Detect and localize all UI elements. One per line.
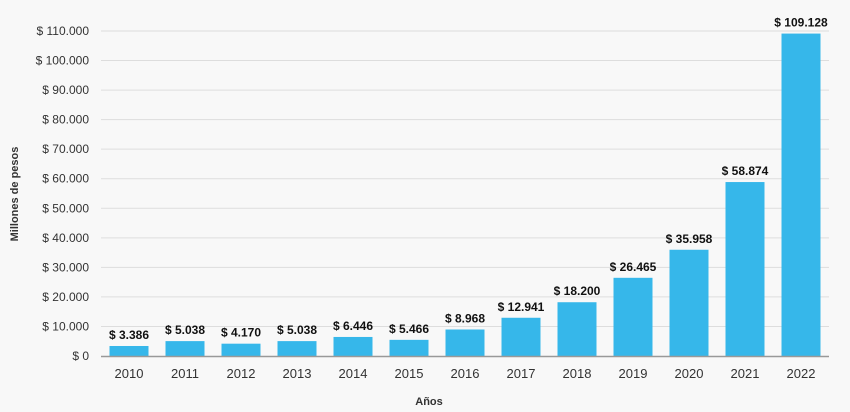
data-label: $ 3.386: [109, 328, 149, 342]
data-labels: $ 3.386 $ 5.038 $ 4.170 $ 5.038 $ 6.446 $ 5.4…: [109, 16, 828, 342]
data-label: $ 5.466: [389, 322, 429, 336]
data-label: $ 8.968: [445, 312, 485, 326]
bar: [781, 33, 821, 357]
x-tick-label: 2015: [395, 366, 424, 381]
bars: [109, 33, 821, 357]
bar: [109, 345, 149, 356]
bar: [669, 249, 709, 356]
x-tick-label: 2022: [787, 366, 816, 381]
bar: [389, 339, 429, 356]
bar: [333, 336, 373, 356]
x-tick-label: 2014: [339, 366, 368, 381]
data-label: $ 26.465: [610, 260, 657, 274]
x-tick-label: 2017: [507, 366, 536, 381]
data-label: $ 109.128: [774, 16, 828, 30]
x-axis-title: Años: [415, 396, 443, 408]
x-tick-label: 2019: [619, 366, 648, 381]
x-tick-label: 2013: [283, 366, 312, 381]
bar: [557, 302, 597, 356]
y-tick-label: $ 80.000: [42, 113, 89, 127]
y-tick-label: $ 0: [72, 349, 89, 363]
bar: [501, 317, 541, 356]
x-tick-label: 2016: [451, 366, 480, 381]
x-tick-label: 2021: [731, 366, 760, 381]
data-label: $ 5.038: [165, 323, 205, 337]
y-tick-label: $ 20.000: [42, 290, 89, 304]
bar: [613, 277, 653, 356]
x-tick-label: 2011: [171, 366, 199, 381]
bar: [725, 182, 765, 356]
y-axis-title: Millones de pesos: [9, 147, 21, 242]
y-tick-label: $ 10.000: [42, 319, 89, 333]
bar: [277, 341, 317, 356]
y-tick-label: $ 60.000: [42, 172, 89, 186]
y-axis-ticks: $ 0 $ 10.000 $ 20.000 $ 30.000 $ 40.000 $ 50.…: [36, 24, 90, 363]
data-label: $ 5.038: [277, 323, 317, 337]
y-tick-label: $ 30.000: [42, 260, 89, 274]
x-tick-label: 2010: [115, 366, 144, 381]
x-tick-label: 2018: [563, 366, 592, 381]
data-label: $ 58.874: [722, 164, 769, 178]
y-tick-label: $ 90.000: [42, 83, 89, 97]
x-tick-label: 2012: [227, 366, 256, 381]
y-tick-label: $ 110.000: [37, 24, 90, 38]
y-tick-label: $ 100.000: [36, 54, 90, 68]
data-label: $ 4.170: [221, 326, 261, 340]
x-axis-ticks: 2010 2011 2012 2013 2014 2015 2016 2017 2018 2019…: [115, 366, 816, 381]
data-label: $ 12.941: [498, 300, 545, 314]
x-tick-label: 2020: [675, 366, 704, 381]
gridlines: [101, 30, 829, 327]
y-tick-label: $ 50.000: [42, 201, 89, 215]
data-label: $ 35.958: [666, 232, 713, 246]
bar: [165, 341, 205, 356]
bar: [445, 329, 485, 356]
bar: [221, 343, 261, 356]
data-label: $ 18.200: [554, 284, 601, 298]
y-tick-label: $ 40.000: [42, 231, 89, 245]
data-label: $ 6.446: [333, 319, 373, 333]
y-tick-label: $ 70.000: [42, 142, 89, 156]
